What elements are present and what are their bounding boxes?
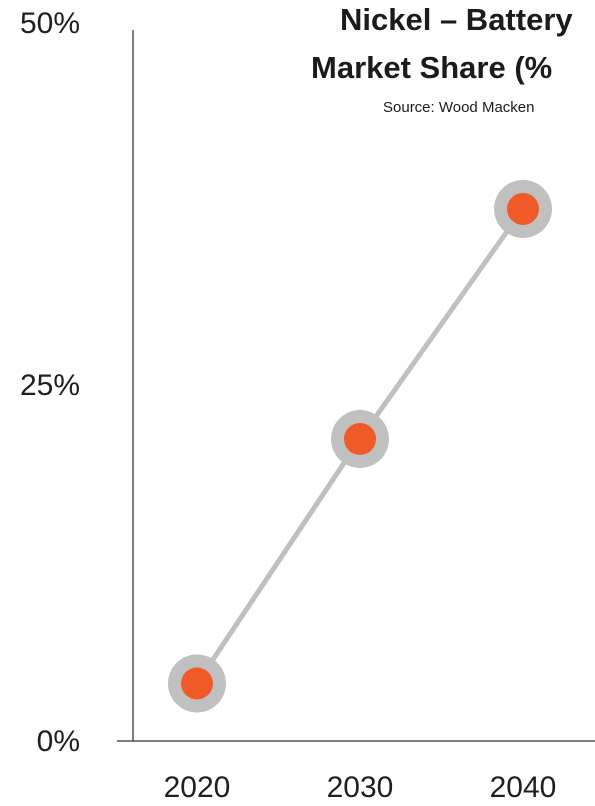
data-point-2020 [181,667,213,700]
data-point-2040 [507,192,539,225]
chart-title-line-1: Nickel – Battery [340,2,573,37]
x-tick-label-2030: 2030 [327,771,394,804]
data-point-2030 [344,423,376,456]
y-tick-label-0: 0% [37,725,80,758]
chart-source: Source: Wood Macken [383,99,534,116]
y-tick-label-25: 25% [20,369,80,402]
y-tick-label-50: 50% [20,7,80,40]
x-tick-label-2020: 2020 [164,771,231,804]
x-tick-label-2040: 2040 [490,771,557,804]
series-group [168,179,552,713]
chart-title-line-2: Market Share (% [311,50,552,85]
